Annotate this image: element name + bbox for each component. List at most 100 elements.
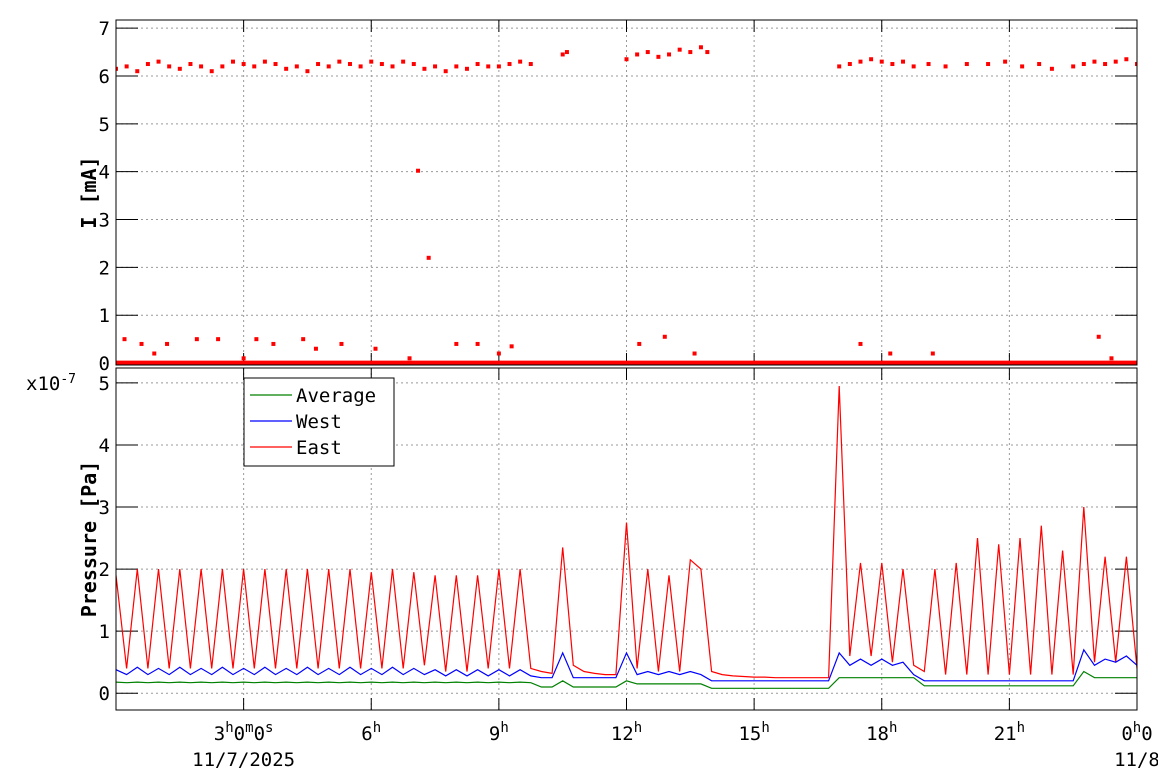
data-point xyxy=(347,62,352,67)
data-point xyxy=(560,52,565,57)
data-line xyxy=(116,648,1137,682)
data-point xyxy=(475,341,480,346)
data-point xyxy=(496,351,501,356)
data-point xyxy=(407,356,412,361)
data-point xyxy=(1003,59,1008,64)
frame xyxy=(115,19,1138,366)
data-point xyxy=(369,59,374,64)
plot-area xyxy=(116,45,1137,365)
data-point xyxy=(116,66,118,71)
data-point xyxy=(358,64,363,69)
data-point xyxy=(271,341,276,346)
data-point xyxy=(220,64,225,69)
data-point xyxy=(165,341,170,346)
y-tick-label: 3 xyxy=(99,210,110,232)
data-point xyxy=(879,59,884,64)
data-point xyxy=(930,351,935,356)
data-point xyxy=(986,62,991,67)
x-tick-label: 18h xyxy=(866,720,897,745)
data-point xyxy=(284,66,289,71)
data-point xyxy=(662,334,667,339)
data-point xyxy=(677,47,682,52)
data-point xyxy=(254,337,259,342)
y-tick-label: 6 xyxy=(99,66,110,88)
y-exponent-label: x10-7 xyxy=(26,372,76,396)
data-point xyxy=(1103,62,1108,67)
x-tick-label: 15h xyxy=(738,720,769,745)
data-point xyxy=(454,341,459,346)
data-line xyxy=(116,670,1137,689)
data-point xyxy=(139,341,144,346)
data-point xyxy=(1096,334,1101,339)
y-axis-title: I [mA] xyxy=(77,156,101,228)
data-point xyxy=(509,344,514,349)
data-point xyxy=(156,59,161,64)
y-tick-label: 2 xyxy=(99,257,110,279)
data-point xyxy=(152,351,157,356)
data-point xyxy=(194,337,199,342)
plot-area xyxy=(116,385,1137,689)
data-point xyxy=(313,346,318,351)
data-point xyxy=(698,45,703,50)
legend-label: Average xyxy=(296,385,376,407)
x-tick-label: 9h xyxy=(489,720,509,745)
legend-label: East xyxy=(296,437,342,459)
data-point xyxy=(1037,62,1042,67)
data-point xyxy=(656,54,661,59)
data-point xyxy=(241,62,246,67)
data-point xyxy=(1092,59,1097,64)
data-point xyxy=(294,64,299,69)
panel: 0 1 2 3 4 5 3h0m0s 6h 9h 12h 15h 18h 21h 0h0 11/7/2025… xyxy=(26,367,1158,771)
data-point xyxy=(888,351,893,356)
data-point xyxy=(339,341,344,346)
data-point xyxy=(1135,62,1137,67)
data-point xyxy=(869,57,874,62)
data-point xyxy=(564,50,569,55)
y-tick-label: 1 xyxy=(99,621,110,643)
data-point xyxy=(209,69,214,74)
data-point xyxy=(943,64,948,69)
frame xyxy=(115,367,1138,711)
data-point xyxy=(518,59,523,64)
date-label: 11/8 xyxy=(1114,749,1158,771)
data-point xyxy=(847,62,852,67)
data-point xyxy=(667,52,672,57)
data-point xyxy=(837,64,842,69)
data-point xyxy=(373,346,378,351)
data-point xyxy=(416,168,421,173)
data-point xyxy=(858,341,863,346)
data-point xyxy=(390,64,395,69)
legend-label: West xyxy=(296,411,342,433)
y-tick-label: 7 xyxy=(99,18,110,40)
data-point xyxy=(379,62,384,67)
data-point xyxy=(230,59,235,64)
y-tick-label: 2 xyxy=(99,559,110,581)
data-point xyxy=(964,62,969,67)
data-point xyxy=(422,66,427,71)
y-tick-label: 0 xyxy=(99,353,110,375)
data-point xyxy=(305,69,310,74)
y-tick-label: 3 xyxy=(99,497,110,519)
data-point xyxy=(528,62,533,67)
data-point xyxy=(464,66,469,71)
data-point xyxy=(637,341,642,346)
data-point xyxy=(635,52,640,57)
data-point xyxy=(705,50,710,55)
data-line xyxy=(116,385,1137,679)
y-tick-label: 5 xyxy=(99,373,110,395)
data-point xyxy=(688,50,693,55)
data-point xyxy=(926,62,931,67)
data-point xyxy=(316,62,321,67)
data-point xyxy=(326,64,331,69)
y-tick-label: 1 xyxy=(99,305,110,327)
panel: 0 1 2 3 4 5 6 7 I [mA] xyxy=(77,18,1138,375)
data-point xyxy=(1020,64,1025,69)
data-point xyxy=(273,62,278,67)
data-point xyxy=(301,337,306,342)
legend: Average West East xyxy=(243,377,395,467)
data-point xyxy=(890,62,895,67)
x-tick-label: 21h xyxy=(994,720,1025,745)
data-point xyxy=(496,64,501,69)
y-axis-title: Pressure [Pa] xyxy=(77,461,101,618)
legend-box xyxy=(243,377,395,467)
